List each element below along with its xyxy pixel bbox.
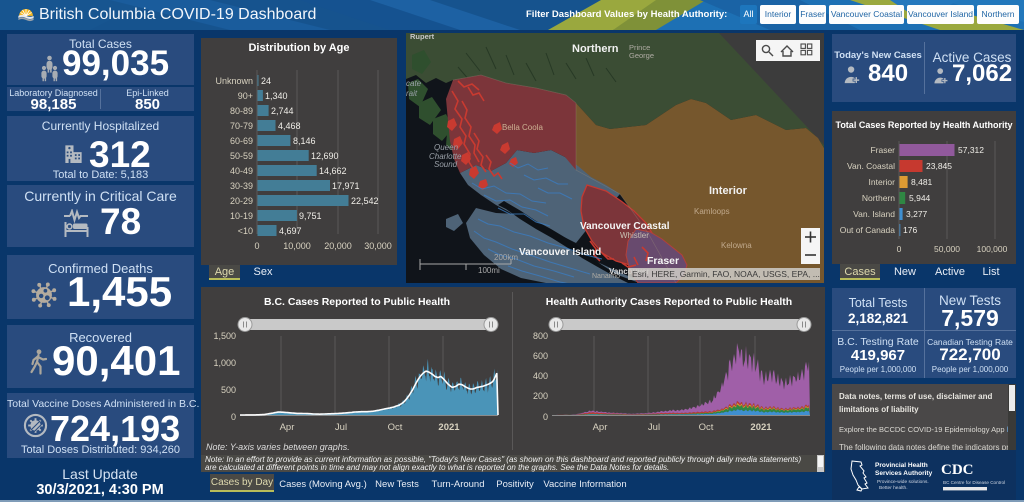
svg-text:<10: <10 bbox=[238, 226, 253, 236]
svg-text:Vancouver Coastal: Vancouver Coastal bbox=[580, 221, 670, 232]
svg-text:George: George bbox=[629, 51, 654, 60]
svg-text:4,697: 4,697 bbox=[279, 226, 302, 236]
svg-text:80-89: 80-89 bbox=[230, 106, 253, 116]
svg-text:Northern: Northern bbox=[862, 193, 895, 203]
svg-text:1,500: 1,500 bbox=[213, 331, 236, 341]
svg-text:22,542: 22,542 bbox=[351, 196, 379, 206]
svg-text:0: 0 bbox=[543, 412, 548, 422]
svg-text:cate: cate bbox=[406, 79, 422, 88]
svg-text:57,312: 57,312 bbox=[958, 145, 984, 155]
svg-text:50-59: 50-59 bbox=[230, 151, 253, 161]
svg-text:Jul: Jul bbox=[335, 422, 347, 433]
svg-text:Van. Island: Van. Island bbox=[853, 209, 895, 219]
svg-text:0: 0 bbox=[231, 412, 236, 422]
svg-text:Fraser: Fraser bbox=[647, 255, 679, 267]
svg-text:0: 0 bbox=[897, 244, 902, 254]
svg-text:2,744: 2,744 bbox=[271, 106, 294, 116]
svg-text:Provincial Health: Provincial Health bbox=[875, 462, 928, 469]
svg-text:12,690: 12,690 bbox=[311, 151, 339, 161]
svg-text:Esri, HERE, Garmin, FAO, NOAA,: Esri, HERE, Garmin, FAO, NOAA, USGS, EPA… bbox=[632, 269, 820, 279]
svg-text:40-49: 40-49 bbox=[230, 166, 253, 176]
svg-text:500: 500 bbox=[221, 385, 236, 395]
svg-text:200: 200 bbox=[533, 391, 548, 401]
svg-text:2021: 2021 bbox=[750, 422, 772, 433]
svg-text:Sound: Sound bbox=[434, 160, 458, 169]
svg-text:176: 176 bbox=[903, 225, 917, 235]
svg-text:100mi: 100mi bbox=[478, 266, 500, 275]
svg-text:Better health.: Better health. bbox=[879, 485, 908, 491]
svg-text:Whistler: Whistler bbox=[620, 231, 649, 240]
svg-text:1,340: 1,340 bbox=[265, 91, 288, 101]
svg-text:5,944: 5,944 bbox=[909, 193, 931, 203]
svg-text:Interior: Interior bbox=[869, 177, 896, 187]
svg-text:Queen: Queen bbox=[434, 143, 459, 152]
svg-text:Rupert: Rupert bbox=[410, 33, 435, 41]
svg-text:60-69: 60-69 bbox=[230, 136, 253, 146]
svg-text:1,000: 1,000 bbox=[213, 358, 236, 368]
svg-text:400: 400 bbox=[533, 371, 548, 381]
svg-text:Nanaimo: Nanaimo bbox=[592, 273, 620, 280]
svg-text:Out of Canada: Out of Canada bbox=[840, 225, 896, 235]
svg-text:17,971: 17,971 bbox=[332, 181, 360, 191]
svg-text:24: 24 bbox=[261, 76, 271, 86]
svg-text:90+: 90+ bbox=[238, 91, 253, 101]
svg-text:8,481: 8,481 bbox=[911, 177, 933, 187]
svg-text:BC Centre for Disease Control: BC Centre for Disease Control bbox=[943, 480, 1005, 485]
svg-text:Charlotte: Charlotte bbox=[429, 152, 462, 161]
svg-text:200km: 200km bbox=[494, 253, 518, 262]
svg-text:3,277: 3,277 bbox=[906, 209, 928, 219]
svg-text:Northern: Northern bbox=[572, 43, 619, 55]
svg-text:30,000: 30,000 bbox=[364, 241, 392, 251]
svg-text:Apr: Apr bbox=[593, 422, 608, 433]
svg-text:70-79: 70-79 bbox=[230, 121, 253, 131]
svg-text:Unknown: Unknown bbox=[215, 76, 253, 86]
svg-text:Jul: Jul bbox=[648, 422, 660, 433]
svg-text:Vancouver Island: Vancouver Island bbox=[519, 247, 601, 258]
svg-text:8,146: 8,146 bbox=[293, 136, 316, 146]
svg-text:Apr: Apr bbox=[280, 422, 295, 433]
svg-text:Prince: Prince bbox=[629, 43, 650, 52]
svg-text:50,000: 50,000 bbox=[934, 244, 960, 254]
svg-text:Kelowna: Kelowna bbox=[721, 241, 752, 250]
svg-text:Oct: Oct bbox=[699, 422, 714, 433]
svg-text:100,000: 100,000 bbox=[977, 244, 1008, 254]
svg-text:Fraser: Fraser bbox=[870, 145, 895, 155]
svg-text:Interior: Interior bbox=[709, 185, 748, 197]
svg-text:Services Authority: Services Authority bbox=[875, 470, 933, 477]
svg-text:CDC: CDC bbox=[941, 462, 974, 478]
svg-text:9,751: 9,751 bbox=[299, 211, 322, 221]
svg-text:2021: 2021 bbox=[438, 422, 460, 433]
svg-text:0: 0 bbox=[254, 241, 259, 251]
svg-text:Kamloops: Kamloops bbox=[694, 207, 730, 216]
svg-text:20-29: 20-29 bbox=[230, 196, 253, 206]
svg-text:23,845: 23,845 bbox=[926, 161, 952, 171]
svg-text:4,468: 4,468 bbox=[278, 121, 301, 131]
svg-text:rait: rait bbox=[406, 89, 418, 98]
svg-text:10-19: 10-19 bbox=[230, 211, 253, 221]
svg-text:600: 600 bbox=[533, 351, 548, 361]
svg-text:Province-wide solutions.: Province-wide solutions. bbox=[877, 479, 929, 485]
svg-text:Bella Coola: Bella Coola bbox=[502, 123, 543, 132]
svg-text:14,662: 14,662 bbox=[319, 166, 347, 176]
svg-text:Van. Coastal: Van. Coastal bbox=[847, 161, 895, 171]
svg-text:20,000: 20,000 bbox=[324, 241, 352, 251]
svg-text:30-39: 30-39 bbox=[230, 181, 253, 191]
svg-text:Oct: Oct bbox=[388, 422, 403, 433]
svg-text:800: 800 bbox=[533, 331, 548, 341]
svg-text:10,000: 10,000 bbox=[283, 241, 311, 251]
